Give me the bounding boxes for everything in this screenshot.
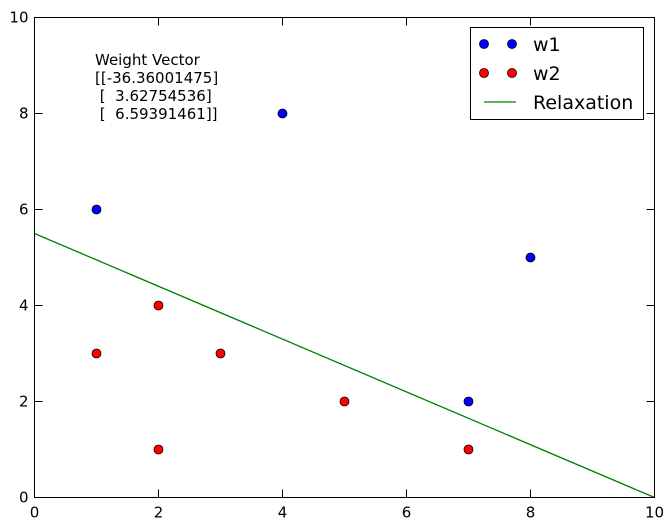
x-tick-label-2: 4 [278, 504, 288, 522]
legend-marker-w2-a [479, 68, 489, 78]
point-w2-1 [91, 348, 102, 359]
point-w1-0 [91, 204, 102, 215]
y-tick-label-1: 2 [19, 393, 29, 411]
legend: w1 w2 Relaxation [470, 27, 644, 120]
legend-label-w1: w1 [533, 34, 561, 56]
point-w2-4 [153, 444, 164, 455]
annotation-line-2: [ 3.62754536] [95, 87, 212, 105]
legend-label-w2: w2 [533, 63, 561, 85]
y-tick-label-2: 4 [19, 297, 29, 315]
legend-label-relaxation: Relaxation [533, 92, 633, 114]
axis-tick-labels: 0 2 4 6 8 10 0 2 4 6 8 10 [9, 9, 664, 522]
x-tick-label-1: 2 [154, 504, 164, 522]
legend-marker-w1-b [507, 39, 517, 49]
point-w1-1 [277, 108, 288, 119]
plot-marks [34, 108, 655, 499]
x-tick-label-0: 0 [30, 504, 40, 522]
point-w2-0 [153, 300, 164, 311]
point-w1-3 [463, 396, 474, 407]
legend-box [470, 27, 644, 120]
annotation-line-1: [[-36.36001475] [95, 69, 218, 87]
legend-marker-w2-b [507, 68, 517, 78]
point-w2-3 [339, 396, 350, 407]
y-tick-label-4: 8 [19, 105, 29, 123]
annotation-line-0: Weight Vector [95, 51, 201, 69]
point-w1-2 [525, 252, 536, 263]
plot-frame [34, 17, 655, 498]
point-w2-5 [463, 444, 474, 455]
x-tick-label-5: 10 [645, 504, 664, 522]
annotation-line-3: [ 6.59391461]] [95, 105, 218, 123]
series-line-relaxation [34, 232, 655, 499]
y-tick-label-5: 10 [9, 9, 28, 27]
legend-marker-w1-a [479, 39, 489, 49]
x-tick-label-3: 6 [402, 504, 412, 522]
y-tick-label-3: 6 [19, 201, 29, 219]
weight-vector-annotation: Weight Vector[[-36.36001475] [ 3.6275453… [95, 51, 218, 123]
x-tick-label-4: 8 [526, 504, 536, 522]
point-w2-2 [215, 348, 226, 359]
axis-ticks [34, 17, 655, 498]
y-tick-label-0: 0 [19, 489, 29, 507]
